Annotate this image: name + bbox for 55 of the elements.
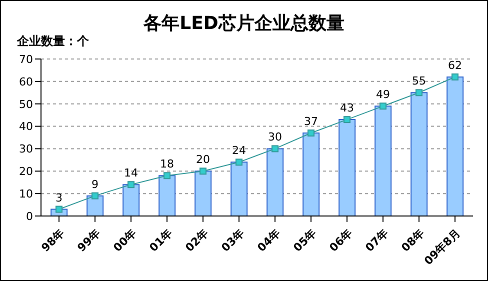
x-tick-label: 99年 bbox=[74, 226, 103, 254]
y-tick-label: 50 bbox=[19, 98, 33, 111]
y-tick-label: 0 bbox=[26, 210, 33, 223]
point bbox=[128, 181, 134, 188]
data-label: 30 bbox=[268, 130, 282, 144]
bar bbox=[446, 76, 464, 216]
data-label: 43 bbox=[340, 102, 354, 115]
x-tick-label: 07年 bbox=[362, 226, 391, 254]
bar bbox=[410, 92, 428, 216]
point bbox=[236, 158, 242, 166]
data-label: 37 bbox=[304, 115, 318, 128]
point bbox=[56, 206, 62, 213]
data-label: 62 bbox=[448, 58, 462, 72]
x-tick-label: 00年 bbox=[110, 226, 139, 254]
point bbox=[200, 168, 206, 175]
x-tick-label: 01年 bbox=[146, 226, 175, 254]
data-label: 24 bbox=[232, 144, 246, 158]
data-label: 18 bbox=[160, 158, 174, 171]
data-label: 9 bbox=[92, 178, 98, 191]
data-label: 3 bbox=[56, 191, 62, 204]
data-label: 49 bbox=[376, 88, 390, 102]
x-tick-label: 98年 bbox=[38, 226, 67, 254]
chart-title: 各年LED芯片企业总数量 bbox=[142, 12, 346, 35]
data-label: 20 bbox=[196, 153, 210, 166]
bar bbox=[338, 119, 356, 216]
bar bbox=[122, 184, 140, 216]
bar bbox=[230, 162, 248, 216]
x-tick-label: 02年 bbox=[182, 226, 211, 254]
x-tick-label: 05年 bbox=[290, 226, 319, 254]
point bbox=[272, 145, 278, 152]
data-label: 14 bbox=[124, 166, 138, 180]
point bbox=[92, 192, 98, 200]
y-axis-title: 企业数量：个 bbox=[17, 33, 89, 50]
y-tick-label: 60 bbox=[19, 75, 33, 88]
bar bbox=[302, 132, 320, 216]
point bbox=[452, 73, 458, 80]
x-tick-label: 06年 bbox=[326, 226, 355, 254]
point bbox=[164, 172, 170, 180]
x-tick-label: 04年 bbox=[254, 226, 283, 254]
point bbox=[380, 102, 386, 110]
x-tick-label: 03年 bbox=[218, 226, 247, 254]
point bbox=[308, 130, 314, 137]
data-label: 55 bbox=[412, 74, 426, 88]
point bbox=[416, 89, 422, 96]
x-tick-label: 08年 bbox=[398, 226, 427, 254]
y-tick-label: 40 bbox=[19, 120, 33, 134]
y-tick-label: 10 bbox=[19, 187, 33, 200]
y-tick-label: 70 bbox=[19, 52, 33, 66]
y-tick-label: 20 bbox=[19, 165, 33, 178]
point bbox=[344, 116, 350, 124]
bar bbox=[266, 148, 284, 216]
bar bbox=[158, 175, 176, 216]
y-tick-label: 30 bbox=[19, 142, 33, 156]
bar bbox=[374, 106, 392, 216]
bar bbox=[194, 170, 212, 216]
